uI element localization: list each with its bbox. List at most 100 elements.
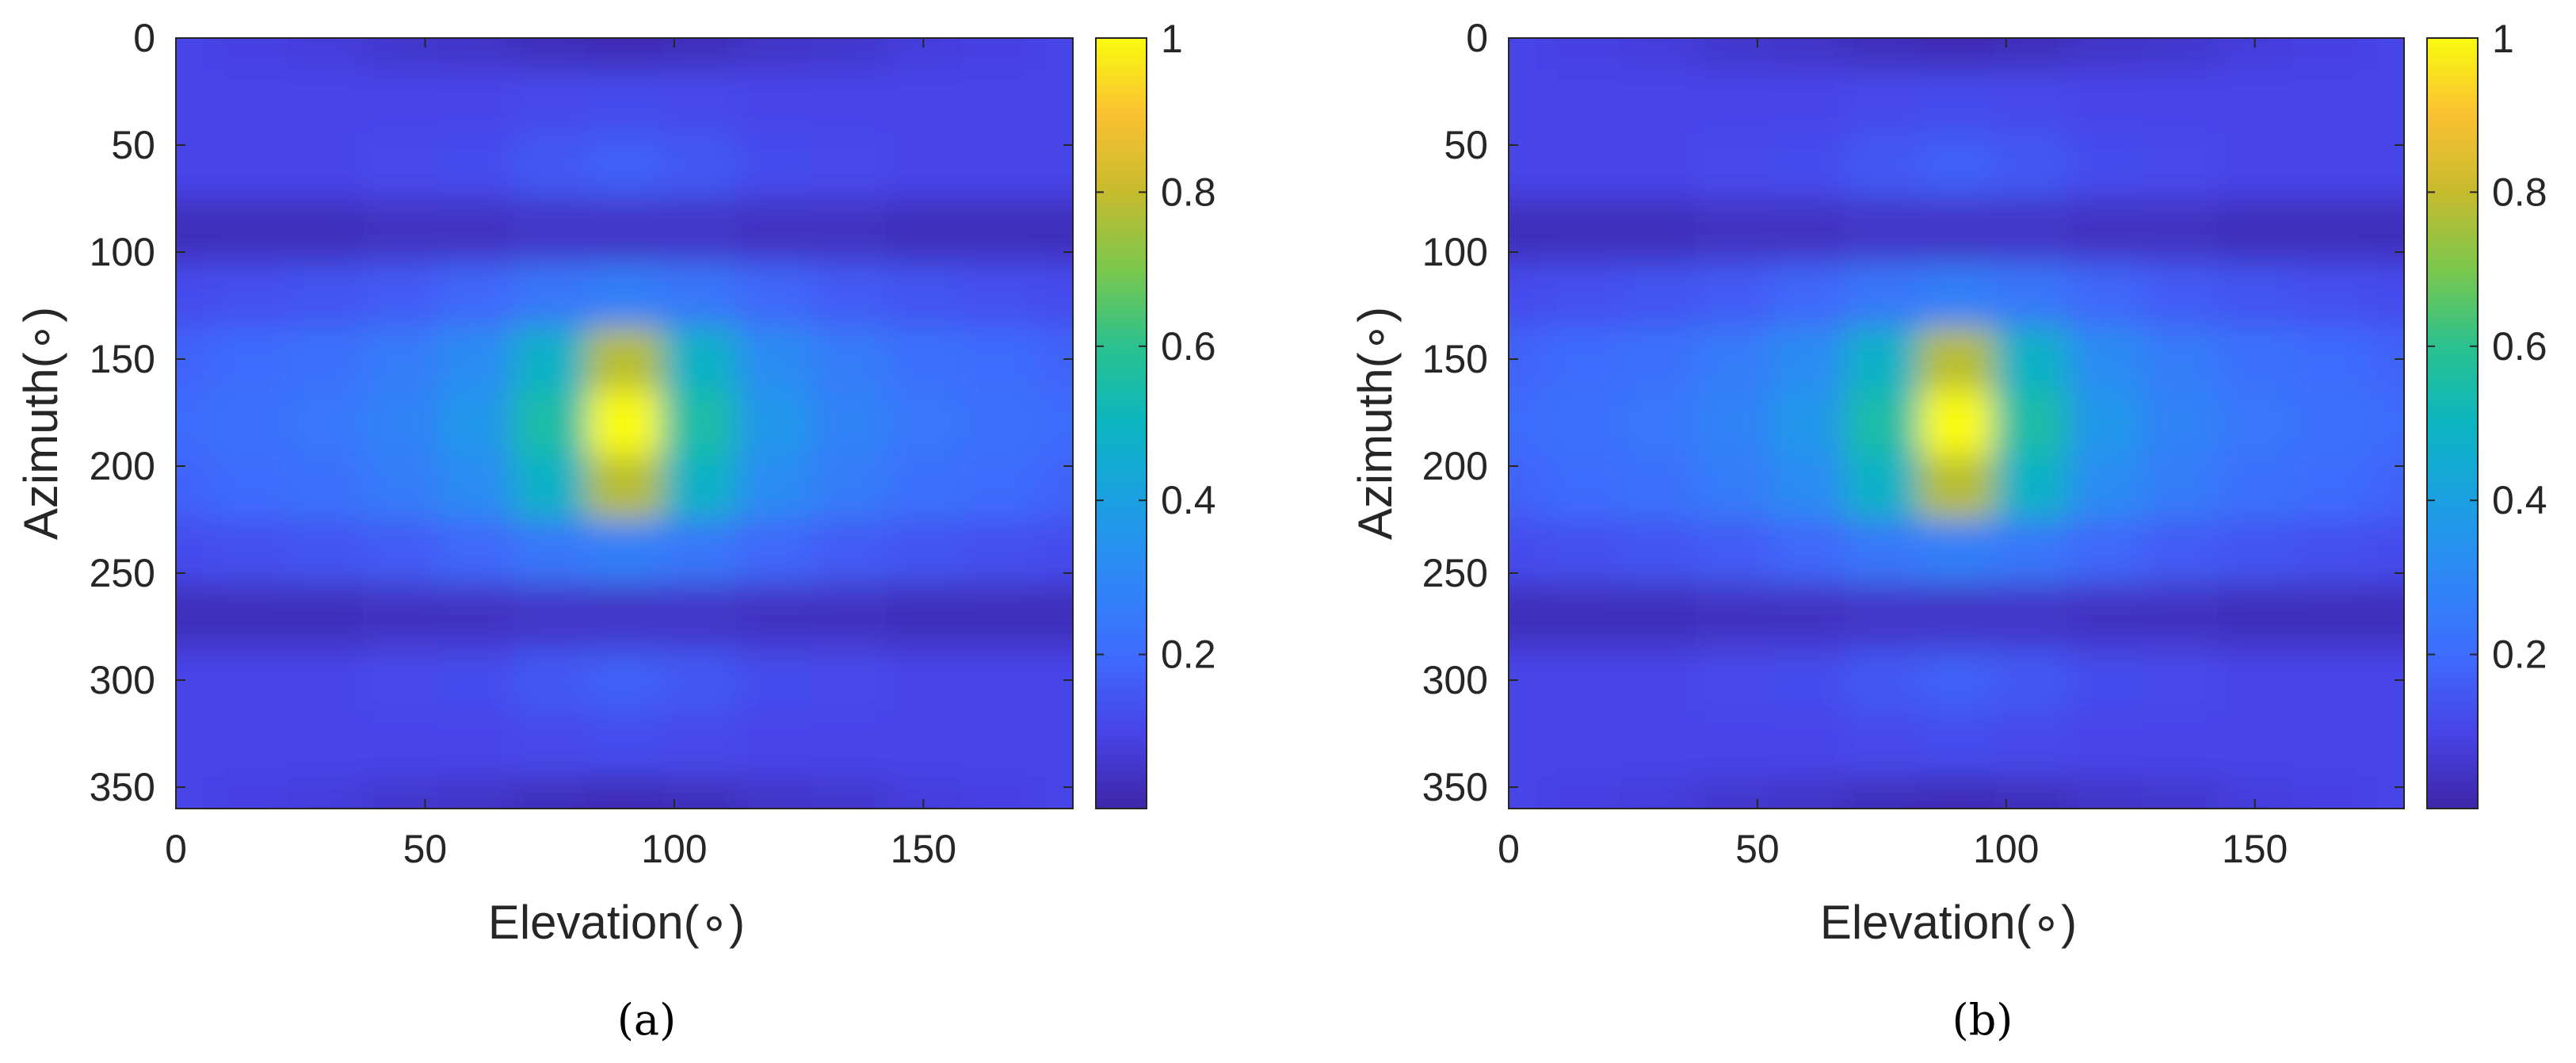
heatmap-cell bbox=[1769, 455, 1845, 521]
heatmap-cell bbox=[662, 134, 738, 200]
heatmap-cell bbox=[288, 38, 364, 71]
heatmap-cell bbox=[2068, 776, 2144, 809]
heatmap-cell bbox=[1509, 262, 1548, 328]
heatmap-cell bbox=[662, 327, 738, 392]
heatmap-cells bbox=[1509, 38, 2404, 809]
heatmap-cell bbox=[586, 134, 663, 200]
heatmap-cell bbox=[1546, 648, 1622, 713]
heatmap-cell bbox=[2143, 38, 2219, 71]
heatmap-cell bbox=[1546, 327, 1622, 392]
heatmap-cell bbox=[1509, 70, 1548, 136]
heatmap-cell bbox=[811, 327, 887, 392]
heatmap-cell bbox=[1844, 327, 1920, 392]
heatmap-cell bbox=[2366, 712, 2404, 778]
heatmap-cell bbox=[176, 391, 215, 457]
y-tick-label: 250 bbox=[1422, 551, 1488, 595]
y-tick-label: 350 bbox=[1422, 765, 1488, 809]
heatmap-cell bbox=[1918, 38, 1995, 71]
heatmap-cell bbox=[586, 455, 663, 521]
heatmap-cell bbox=[2068, 519, 2144, 585]
heatmap-cell bbox=[886, 262, 962, 328]
heatmap-cell bbox=[176, 712, 215, 778]
heatmap-cell bbox=[1918, 776, 1995, 809]
heatmap-cell bbox=[586, 391, 663, 457]
heatmap-cell bbox=[2217, 648, 2293, 713]
heatmap-cell bbox=[1769, 776, 1845, 809]
heatmap-cell bbox=[288, 455, 364, 521]
heatmap-cell bbox=[1844, 134, 1920, 200]
heatmap-cell bbox=[960, 262, 1036, 328]
y-tick-label: 0 bbox=[1466, 16, 1488, 60]
heatmap-cell bbox=[512, 198, 588, 264]
heatmap-cell bbox=[811, 38, 887, 71]
heatmap-cell bbox=[437, 327, 513, 392]
heatmap-cell bbox=[2143, 70, 2219, 136]
x-ticks: 0 50 100 150 bbox=[165, 38, 956, 871]
heatmap-cell bbox=[2292, 583, 2368, 649]
heatmap-cell bbox=[1695, 70, 1771, 136]
colorbar-tick-label: 1 bbox=[1161, 17, 1183, 61]
heatmap-cell bbox=[1035, 391, 1073, 457]
heatmap-cell bbox=[2068, 712, 2144, 778]
heatmap-cell bbox=[1035, 38, 1073, 71]
heatmap-cell bbox=[2068, 583, 2144, 649]
heatmap-cell bbox=[2292, 262, 2368, 328]
heatmap-cell bbox=[1844, 198, 1920, 264]
heatmap-cell bbox=[1695, 455, 1771, 521]
y-tick-label: 50 bbox=[111, 123, 155, 167]
heatmap-cell bbox=[2217, 712, 2293, 778]
heatmap-cell bbox=[362, 648, 439, 713]
heatmap-cell bbox=[213, 712, 289, 778]
x-tick-label: 0 bbox=[1498, 827, 1520, 871]
heatmap-cell bbox=[1918, 70, 1995, 136]
heatmap-cell bbox=[2292, 391, 2368, 457]
heatmap-cell bbox=[512, 455, 588, 521]
x-tick-label: 150 bbox=[2222, 827, 2288, 871]
heatmap-cell bbox=[1509, 391, 1548, 457]
heatmap-cell bbox=[586, 519, 663, 585]
heatmap-cell bbox=[288, 391, 364, 457]
heatmap-cell bbox=[1509, 583, 1548, 649]
heatmap-cell bbox=[960, 519, 1036, 585]
y-ticks: 0 50 100 150 200 250 300 350 bbox=[90, 16, 1073, 809]
heatmap-cell bbox=[1769, 134, 1845, 200]
heatmap-cell bbox=[886, 391, 962, 457]
heatmap-cell bbox=[2143, 648, 2219, 713]
heatmap-cell bbox=[213, 134, 289, 200]
heatmap-cell bbox=[1620, 198, 1696, 264]
colorbar-tick-label: 0.2 bbox=[2492, 633, 2547, 677]
heatmap-cell bbox=[811, 391, 887, 457]
heatmap-cell bbox=[1695, 327, 1771, 392]
y-tick-label: 200 bbox=[90, 444, 155, 488]
heatmap-cell bbox=[886, 327, 962, 392]
heatmap-cell bbox=[2068, 198, 2144, 264]
heatmap-cell bbox=[960, 648, 1036, 713]
heatmap-cell bbox=[2366, 262, 2404, 328]
x-tick-label: 100 bbox=[1973, 827, 2039, 871]
heatmap-cell bbox=[1918, 583, 1995, 649]
heatmap-cell bbox=[2143, 327, 2219, 392]
heatmap-cell bbox=[1620, 583, 1696, 649]
heatmap-cell bbox=[1769, 198, 1845, 264]
heatmap-cell bbox=[437, 455, 513, 521]
heatmap-cell bbox=[2292, 776, 2368, 809]
heatmap-cell bbox=[586, 262, 663, 328]
heatmap-cell bbox=[736, 391, 812, 457]
heatmap-cell bbox=[1769, 70, 1845, 136]
heatmap-cell bbox=[288, 198, 364, 264]
heatmap-cell bbox=[886, 712, 962, 778]
heatmap-cell bbox=[1546, 70, 1622, 136]
heatmap-cell bbox=[437, 70, 513, 136]
heatmap-cell bbox=[1769, 262, 1845, 328]
heatmap-cell bbox=[2068, 455, 2144, 521]
heatmap-cell bbox=[1546, 198, 1622, 264]
heatmap-cell bbox=[2068, 648, 2144, 713]
heatmap-cell bbox=[586, 38, 663, 71]
colorbar-tick-label: 0.8 bbox=[1161, 170, 1216, 214]
heatmap-cell bbox=[2366, 70, 2404, 136]
heatmap-cell bbox=[2217, 583, 2293, 649]
heatmap-cell bbox=[512, 327, 588, 392]
heatmap-cell bbox=[1620, 712, 1696, 778]
heatmap-cell bbox=[960, 455, 1036, 521]
